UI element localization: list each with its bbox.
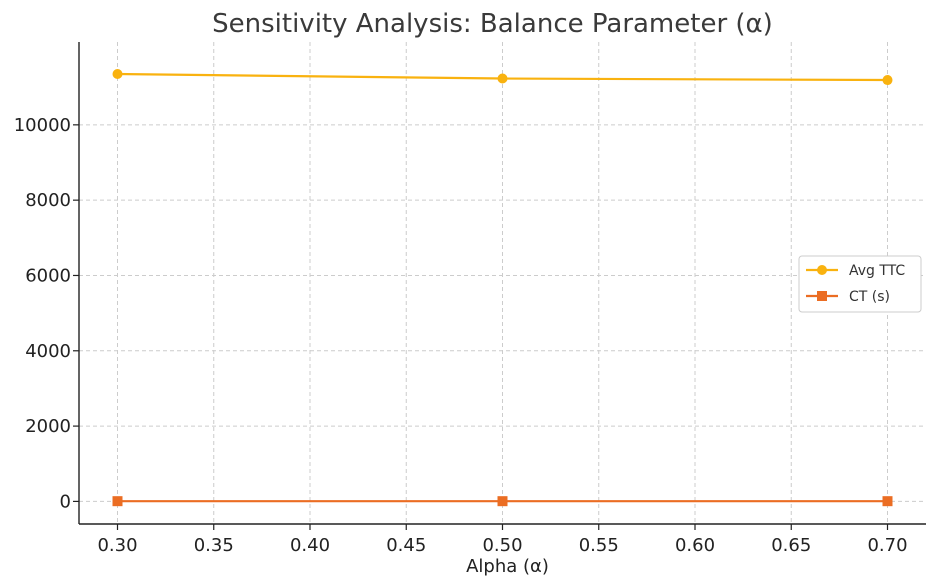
- ticks: 0.30 0.35 0.40 0.45 0.50 0.55 0.60 0.65 0.70 0 200…: [14, 115, 908, 556]
- legend-marker-ct-s: [817, 291, 827, 301]
- data-point-ct-s: [112, 496, 123, 507]
- y-tick-label: 10000: [14, 115, 71, 136]
- x-tick-label: 0.60: [675, 535, 715, 556]
- y-tick-label: 0: [60, 491, 71, 512]
- plot-area: [112, 69, 893, 507]
- x-tick-label: 0.70: [867, 535, 907, 556]
- y-tick-label: 6000: [25, 265, 71, 286]
- x-tick-label: 0.50: [482, 535, 522, 556]
- legend-marker-avg-ttc: [817, 265, 827, 275]
- data-point-avg-ttc: [882, 75, 893, 86]
- legend-label-ct-s: CT (s): [849, 289, 890, 305]
- legend: Avg TTC CT (s): [798, 255, 922, 313]
- legend-label-avg-ttc: Avg TTC: [849, 263, 905, 279]
- data-point-ct-s: [497, 496, 508, 507]
- data-point-ct-s: [882, 496, 893, 507]
- x-axis-label: Alpha (α): [466, 556, 549, 577]
- x-tick-label: 0.45: [386, 535, 426, 556]
- grid: [79, 42, 926, 524]
- y-tick-label: 8000: [25, 190, 71, 211]
- x-tick-label: 0.55: [579, 535, 619, 556]
- y-tick-label: 4000: [25, 341, 71, 362]
- chart-title: Sensitivity Analysis: Balance Parameter …: [212, 9, 773, 39]
- x-tick-label: 0.35: [194, 535, 234, 556]
- data-point-avg-ttc: [112, 69, 123, 80]
- x-tick-label: 0.65: [771, 535, 811, 556]
- x-tick-label: 0.40: [290, 535, 330, 556]
- data-point-avg-ttc: [497, 73, 508, 84]
- y-tick-label: 2000: [25, 416, 71, 437]
- x-tick-label: 0.30: [97, 535, 137, 556]
